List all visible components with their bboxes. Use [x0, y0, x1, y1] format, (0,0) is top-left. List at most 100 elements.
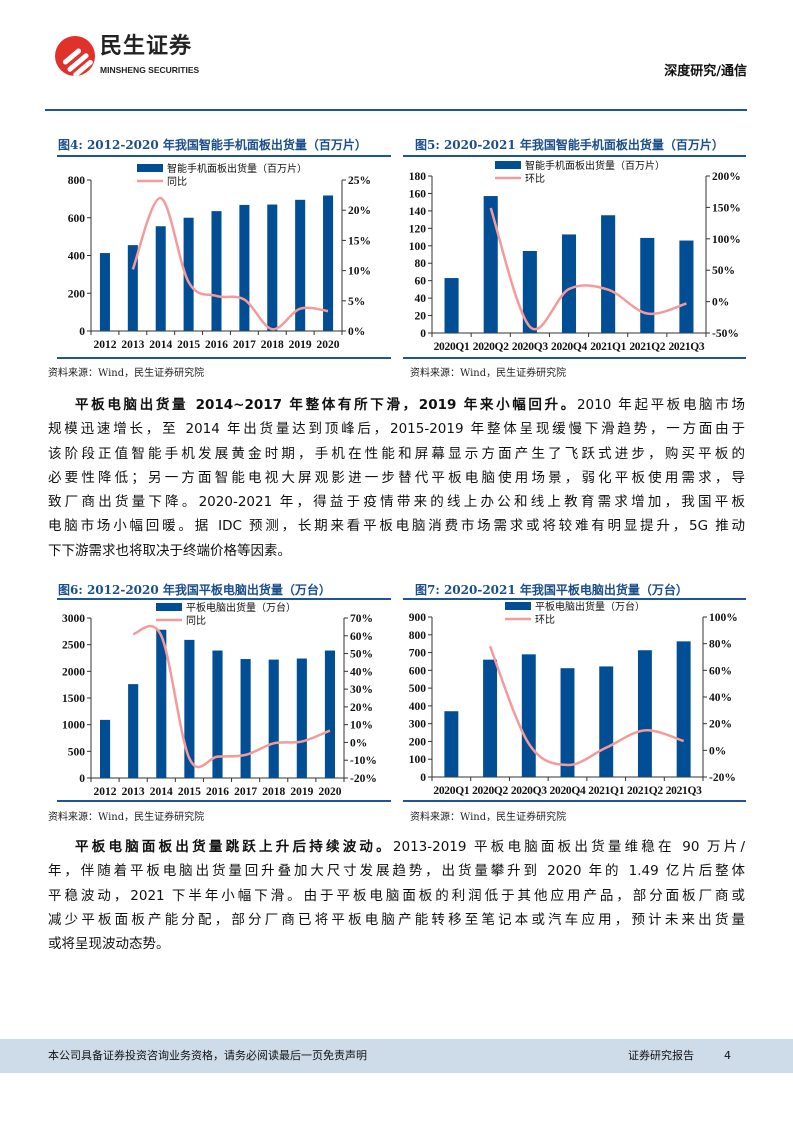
left-tick-label: 160 [409, 188, 427, 200]
left-tick-label: 140 [409, 206, 427, 218]
x-tick-label: 2017 [233, 339, 256, 351]
legend-bar-label: 平板电脑出货量（万台） [535, 600, 645, 613]
right-tick-label: -20% [350, 773, 377, 785]
paragraph-text: 2010 年起平板电脑市场 [576, 397, 745, 413]
bar [211, 211, 222, 331]
x-tick-label: 2017 [234, 786, 257, 798]
x-tick-label: 2014 [150, 786, 173, 798]
paragraph-lead: 平板电脑出货量 2014~2017 年整体有所下滑，2019 年来小幅回升。 [75, 397, 577, 413]
chart-5-title: 图5: 2020-2021 年我国智能手机面板出货量（百万片） [415, 138, 724, 152]
left-tick-label: 120 [409, 223, 427, 235]
left-tick-label: 600 [68, 213, 86, 225]
page-footer: 本公司具备证券投资咨询业务资格，请务必阅读最后一页免责声明 证券研究报告 4 [0, 1039, 793, 1073]
x-tick-label: 2018 [262, 786, 285, 798]
left-tick-label: 20 [415, 311, 427, 323]
paragraph-line: 电脑市场小幅回暖。据 IDC 预测，长期来看平板电脑消费市场需求或将较难有明显提… [48, 518, 745, 535]
x-tick-label: 2021Q1 [588, 785, 624, 797]
line-series [488, 645, 685, 767]
left-tick-label: 0 [420, 328, 426, 340]
left-tick-label: 600 [409, 665, 427, 677]
legend-bar-label: 平板电脑出货量（万台） [186, 601, 296, 614]
right-tick-label: 25% [348, 175, 371, 187]
bar [184, 639, 195, 778]
left-tick-label: 80 [415, 258, 427, 270]
right-tick-label: 100% [712, 234, 741, 246]
left-tick-label: 0 [79, 773, 85, 785]
left-tick-label: 180 [409, 171, 427, 183]
bar [268, 659, 279, 778]
line-series [132, 624, 331, 769]
left-tick-label: 400 [68, 251, 86, 263]
footer-report-type: 证券研究报告 [628, 1049, 694, 1062]
right-tick-label: 150% [712, 202, 741, 214]
x-tick-label: 2018 [261, 339, 284, 351]
left-tick-label: 200 [409, 736, 427, 748]
legend-bar-label: 智能手机面板出货量（百万片） [525, 159, 665, 172]
paragraph-lead: 平板电脑面板出货量跳跃上升后持续波动。 [75, 839, 393, 855]
chart-6-top-rule [57, 598, 391, 600]
paragraph-line: 减少平板面板产能分配，部分厂商已将平板电脑产能转移至笔记本或汽车应用，预计未来出… [48, 911, 745, 928]
header-divider [45, 109, 747, 111]
bar [212, 650, 223, 778]
paragraph-line: 或将呈现波动态势。 [48, 936, 170, 953]
right-tick-label: 70% [350, 613, 373, 625]
right-tick-label: 10% [350, 720, 373, 732]
bar [155, 226, 166, 331]
left-tick-label: 0 [79, 326, 85, 338]
bar [239, 204, 250, 331]
legend-bar-label: 智能手机面板出货量（百万片） [167, 162, 307, 175]
paragraph-line: 平板电脑出货量 2014~2017 年整体有所下滑，2019 年来小幅回升。20… [48, 393, 745, 417]
right-tick-label: 0% [712, 297, 729, 309]
bar [521, 654, 536, 777]
chart-6-source: 资料来源：Wind，民生证券研究院 [48, 812, 205, 823]
x-tick-label: 2020 [318, 786, 341, 798]
left-tick-label: 800 [409, 630, 427, 642]
bar [679, 240, 694, 333]
chart-7-source: 资料来源：Wind，民生证券研究院 [410, 812, 567, 823]
x-tick-label: 2015 [177, 339, 200, 351]
report-section: 深度研究/通信 [664, 64, 747, 79]
x-tick-label: 2021Q2 [629, 341, 665, 353]
x-tick-label: 2015 [178, 786, 201, 798]
x-tick-label: 2020Q2 [473, 341, 509, 353]
chart-4-source: 资料来源：Wind，民生证券研究院 [48, 368, 205, 379]
left-tick-label: 1500 [62, 693, 85, 705]
logo-text-cn: 民生证券 [100, 34, 193, 59]
bar [156, 629, 167, 778]
right-tick-label: 20% [350, 702, 373, 714]
left-tick-label: 100 [409, 241, 427, 253]
right-tick-label: 10% [348, 266, 371, 278]
x-tick-label: 2020 [317, 339, 340, 351]
paragraph-tablet-shipments: 平板电脑出货量 2014~2017 年整体有所下滑，2019 年来小幅回升。20… [48, 393, 745, 563]
right-tick-label: 5% [348, 296, 365, 308]
bar [296, 658, 307, 778]
right-tick-label: 80% [709, 639, 732, 651]
bar [522, 251, 537, 333]
right-tick-label: 40% [709, 692, 732, 704]
bar [240, 659, 251, 778]
x-tick-label: 2021Q3 [668, 341, 704, 353]
right-tick-label: 50% [712, 265, 735, 277]
legend-bar-swatch [137, 164, 163, 172]
chart-7-top-rule [403, 598, 746, 600]
left-tick-label: 60 [415, 276, 427, 288]
chart-5: 0 20 40 60 80 100 120 140 160 180 -50% 0% 50% 100% 150… [409, 159, 741, 353]
right-tick-label: 30% [350, 684, 373, 696]
bar [324, 650, 336, 778]
x-tick-label: 2020Q4 [551, 341, 587, 353]
legend-line-label: 同比 [167, 176, 187, 188]
right-tick-label: 20% [348, 205, 371, 217]
right-tick-label: -10% [350, 755, 377, 767]
line-series [489, 207, 687, 331]
bar [295, 199, 306, 331]
x-tick-label: 2020Q4 [550, 785, 586, 797]
right-tick-label: 20% [709, 719, 732, 731]
bar [640, 237, 655, 333]
left-tick-label: 400 [409, 701, 427, 713]
chart-6: 0 500 1000 1500 2000 2500 3000 -20% -10% 0% 10% 20%… [62, 601, 377, 798]
left-tick-label: 900 [409, 612, 427, 624]
chart-5-bottom-rule [403, 357, 746, 359]
left-tick-label: 2000 [62, 666, 85, 678]
right-tick-label: 50% [350, 649, 373, 661]
bar [599, 666, 614, 777]
